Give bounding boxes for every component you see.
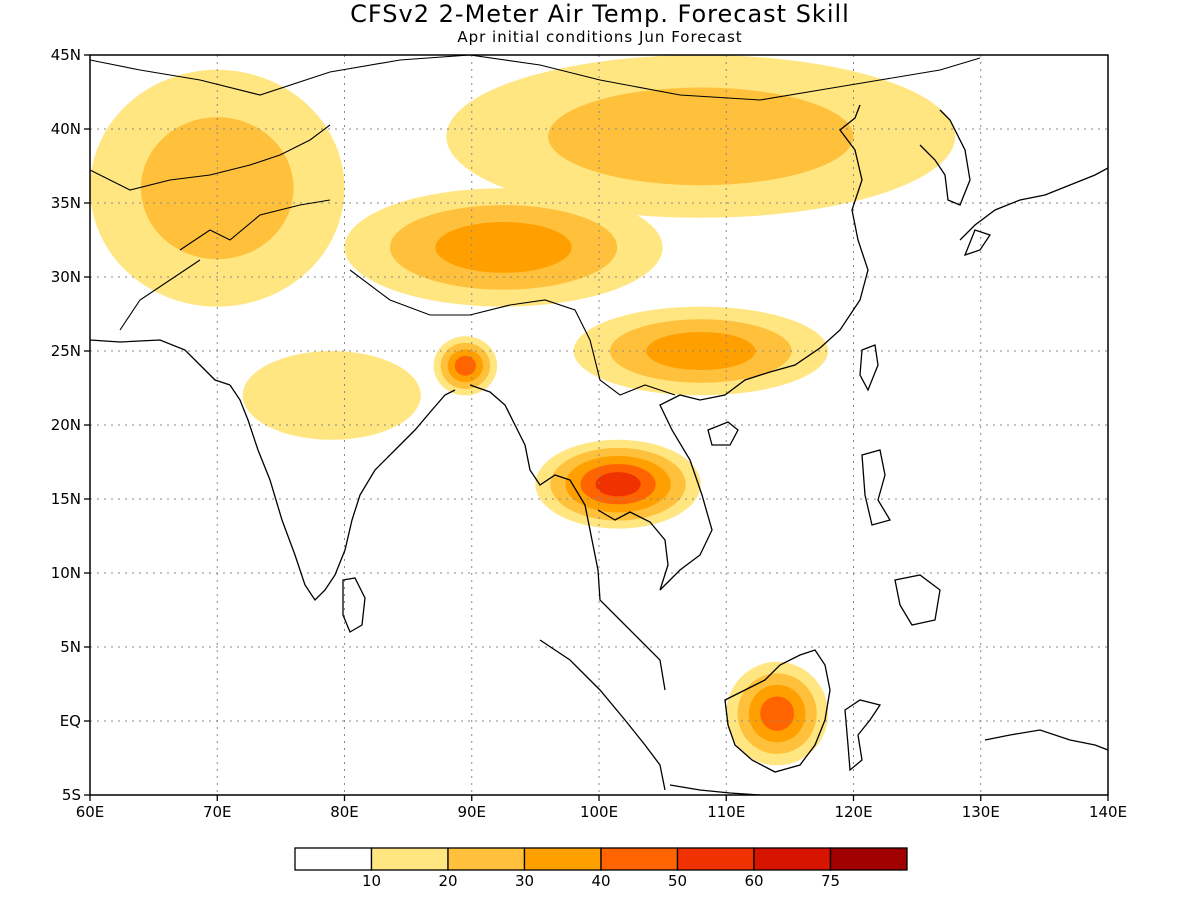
- lat-tick-label: 40N: [51, 120, 81, 138]
- lon-tick-label: 130E: [962, 803, 1000, 821]
- colorbar: 10 20 30 40 50 60 75: [294, 847, 908, 890]
- coastlines: [90, 55, 1108, 795]
- skill-region-tibet-level-3: [435, 222, 572, 273]
- skill-region-north-india-level-1: [242, 351, 421, 440]
- coastline-japan: [959, 167, 1108, 241]
- skill-region-indochina-level-5: [595, 472, 641, 497]
- lat-tick-label: EQ: [60, 712, 81, 730]
- lat-tick-label: 15N: [51, 490, 81, 508]
- coastline-india: [229, 384, 456, 602]
- colorbar-label: 30: [515, 872, 534, 890]
- coastline-sulawesi: [844, 699, 882, 772]
- colorbar-swatch: [447, 847, 526, 871]
- colorbar-label: 50: [668, 872, 687, 890]
- map-subtitle: Apr initial conditions Jun Forecast: [457, 28, 743, 46]
- coastline-taiwan: [859, 344, 879, 392]
- map-title: CFSv2 2-Meter Air Temp. Forecast Skill: [350, 0, 850, 28]
- colorbar-swatch: [753, 847, 832, 871]
- lon-tick-label: 140E: [1089, 803, 1127, 821]
- border-china-south: [349, 269, 676, 396]
- lat-tick-label: 45N: [51, 46, 81, 64]
- lat-tick-label: 10N: [51, 564, 81, 582]
- coastline-russia-border: [90, 55, 981, 101]
- border-central-asia: [90, 124, 331, 331]
- lon-tick-label: 80E: [330, 803, 359, 821]
- lat-tick-label: 30N: [51, 268, 81, 286]
- colorbar-label: 75: [821, 872, 840, 890]
- lon-tick-label: 120E: [834, 803, 872, 821]
- latitude-axis: 45N 40N 35N 30N 25N 20N 15N 10N 5N EQ 5S: [51, 46, 90, 804]
- coastline-arabia-iran: [90, 339, 231, 386]
- lat-tick-label: 25N: [51, 342, 81, 360]
- coastline-sumatra: [539, 639, 666, 791]
- longitude-axis: 60E 70E 80E 90E 100E 110E 120E 130E 140E: [76, 795, 1127, 821]
- skill-region-bangladesh-level-4: [454, 355, 476, 376]
- coastline-srilanka: [342, 577, 366, 633]
- coastline-japan-kyushu: [963, 229, 992, 257]
- coastline-new-guinea: [984, 729, 1108, 751]
- colorbar-label: 10: [362, 872, 381, 890]
- colorbar-swatch: [370, 847, 449, 871]
- lon-tick-label: 60E: [76, 803, 105, 821]
- colorbar-label: 40: [591, 872, 610, 890]
- skill-region-borneo-level-4: [760, 696, 795, 731]
- coastline-indochina: [597, 104, 869, 591]
- coastline-java: [669, 784, 761, 795]
- lat-tick-label: 5N: [60, 638, 81, 656]
- coastline-philippines-mindanao: [894, 574, 941, 626]
- colorbar-swatch: [676, 847, 755, 871]
- lon-tick-label: 100E: [580, 803, 618, 821]
- colorbar-label: 20: [438, 872, 457, 890]
- lat-tick-label: 35N: [51, 194, 81, 212]
- coastline-hainan: [707, 421, 739, 446]
- colorbar-swatch: [600, 847, 679, 871]
- lon-tick-label: 110E: [707, 803, 745, 821]
- colorbar-label: 60: [744, 872, 763, 890]
- skill-region-mongolia-north-china-level-2: [548, 87, 854, 186]
- coastline-korea: [919, 109, 971, 206]
- colorbar-swatch: [294, 847, 373, 871]
- colorbar-swatch: [829, 847, 908, 871]
- lon-tick-label: 70E: [203, 803, 232, 821]
- lat-tick-label: 20N: [51, 416, 81, 434]
- colorbar-swatch: [523, 847, 602, 871]
- coastline-philippines-luzon: [861, 449, 891, 526]
- coastline-borneo: [724, 649, 831, 773]
- coastline-bay-bengal-east: [469, 384, 666, 691]
- skill-fill-layer: [90, 55, 956, 766]
- lon-tick-label: 90E: [457, 803, 486, 821]
- lat-tick-label: 5S: [62, 786, 81, 804]
